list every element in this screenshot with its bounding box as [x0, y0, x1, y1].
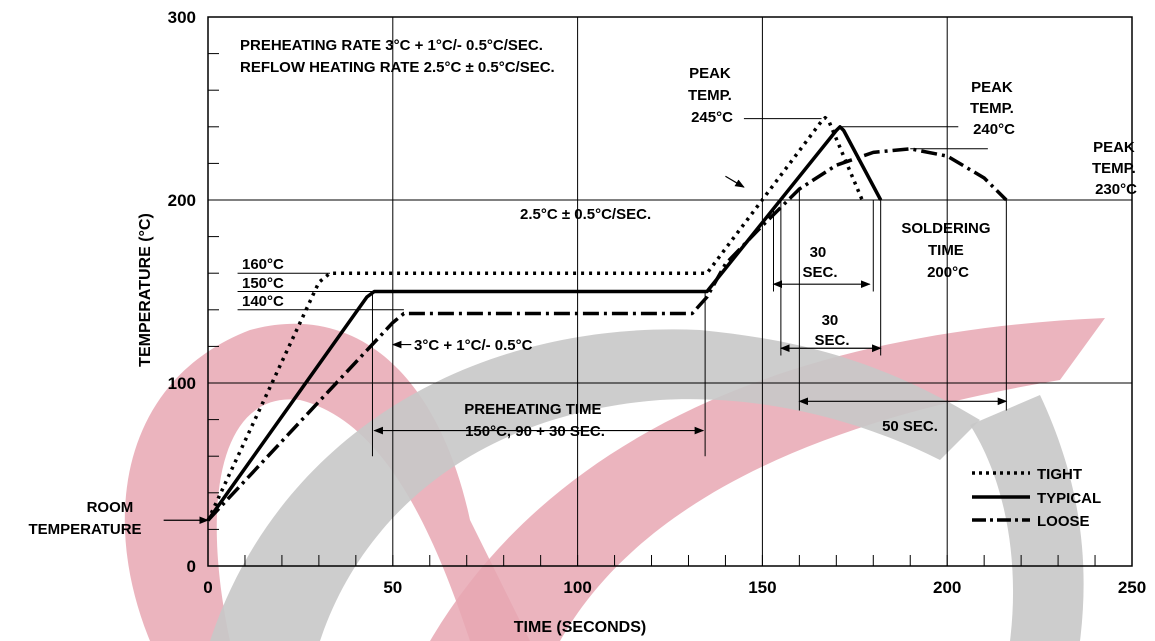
tick-labels: 0 50 100 150 200 250 0 100 200 300 — [168, 8, 1147, 597]
room-line2: TEMPERATURE — [28, 521, 141, 538]
x-tick-label: 0 — [203, 578, 212, 597]
reflow-rate-pointer — [725, 175, 745, 188]
peak-tight-label: PEAK TEMP. 245°C — [688, 65, 736, 126]
watermark-red-swoosh — [124, 323, 530, 641]
sec30-upper-label: 30 SEC. — [802, 244, 837, 281]
watermark-gray-swoosh — [210, 329, 980, 641]
legend: TIGHT TYPICAL LOOSE — [972, 466, 1101, 530]
x-axis-title: TIME (SECONDS) — [514, 619, 646, 636]
x-tick-label: 150 — [748, 578, 776, 597]
header-preheating-rate: PREHEATING RATE 3°C + 1°C/- 0.5°C/SEC. — [240, 37, 543, 54]
peak-loose-line3: 230°C — [1095, 181, 1137, 198]
peak-typical-line2: TEMP. — [970, 100, 1014, 117]
reflow-rate-label: 2.5°C ± 0.5°C/SEC. — [520, 206, 651, 223]
y-tick-label: 100 — [168, 374, 196, 393]
x-tick-label: 50 — [383, 578, 402, 597]
peak-typical-label: PEAK TEMP. 240°C — [970, 79, 1018, 138]
legend-tight-label: TIGHT — [1037, 466, 1082, 483]
watermark-gray-tail — [970, 395, 1084, 641]
sec30-upper-line2: SEC. — [802, 264, 837, 281]
series-tight-line — [206, 115, 864, 522]
header-reflow-rate: REFLOW HEATING RATE 2.5°C ± 0.5°C/SEC. — [240, 59, 555, 76]
series-loose-line — [206, 147, 1008, 522]
preheating-time-line1: PREHEATING TIME — [464, 401, 601, 418]
sec50-label: 50 SEC. — [882, 418, 938, 435]
room-line1: ROOM — [87, 499, 134, 516]
x-tick-label: 100 — [563, 578, 591, 597]
peak-loose-line1: PEAK — [1093, 139, 1135, 156]
y-axis-title: TEMPERATURE (°C) — [137, 213, 154, 367]
peak-tight-line1: PEAK — [689, 65, 731, 82]
peak-typical-line3: 240°C — [973, 121, 1015, 138]
annotation-guides — [163, 118, 1008, 525]
y-tick-label: 0 — [187, 557, 196, 576]
plot-frame — [207, 16, 1133, 567]
soak-150-label: 150°C — [242, 275, 284, 292]
series-group — [206, 115, 1008, 522]
soldering-line2: TIME — [928, 242, 964, 259]
y-tick-label: 300 — [168, 8, 196, 27]
series-typical-line — [206, 125, 883, 522]
sec30-upper-line1: 30 — [810, 244, 827, 261]
legend-typical-label: TYPICAL — [1037, 490, 1101, 507]
soak-140-label: 140°C — [242, 293, 284, 310]
peak-tight-line3: 245°C — [691, 109, 733, 126]
x-tick-label: 250 — [1118, 578, 1146, 597]
soldering-line3: 200°C — [927, 264, 969, 281]
y-tick-label: 200 — [168, 191, 196, 210]
preheat-rate-label: 3°C + 1°C/- 0.5°C — [414, 337, 533, 354]
sec30-lower-line1: 30 — [822, 312, 839, 329]
peak-tight-line2: TEMP. — [688, 87, 732, 104]
legend-loose-label: LOOSE — [1037, 513, 1090, 530]
peak-loose-label: PEAK TEMP. 230°C — [1092, 139, 1140, 198]
soak-160-label: 160°C — [242, 256, 284, 273]
soldering-line1: SOLDERING — [901, 220, 990, 237]
soldering-time-label: SOLDERING TIME 200°C — [901, 220, 994, 281]
preheating-time-line2: 150°C, 90 + 30 SEC. — [465, 423, 605, 440]
peak-loose-line2: TEMP. — [1092, 160, 1136, 177]
sec30-lower-label: 30 SEC. — [814, 312, 849, 349]
sec30-lower-line2: SEC. — [814, 332, 849, 349]
peak-typical-line1: PEAK — [971, 79, 1013, 96]
preheating-time-label: PREHEATING TIME 150°C, 90 + 30 SEC. — [464, 401, 605, 440]
x-tick-label: 200 — [933, 578, 961, 597]
room-temperature-label: ROOM TEMPERATURE — [28, 499, 141, 538]
